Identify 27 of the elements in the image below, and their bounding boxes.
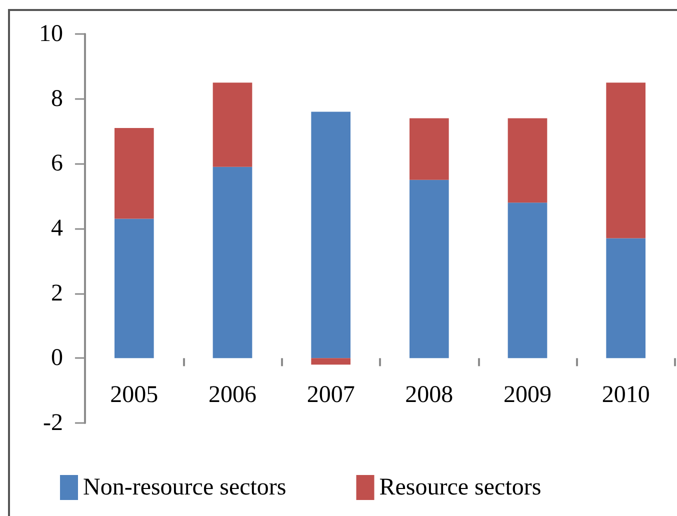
x-tick-label: 2009: [504, 382, 552, 408]
bar: [114, 128, 154, 219]
y-tick-label: 10: [39, 21, 63, 47]
x-tick-label: 2008: [405, 382, 454, 408]
bar: [508, 118, 548, 203]
x-tick-label: 2010: [602, 382, 650, 408]
bar: [410, 118, 449, 180]
bar: [606, 82, 646, 238]
x-tick-label: 2006: [208, 382, 256, 408]
y-tick-label: 0: [51, 345, 63, 372]
y-tick-label: 4: [51, 216, 63, 242]
bar: [311, 358, 350, 365]
x-tick-label: 2005: [110, 382, 158, 408]
x-tick-label: 2007: [306, 382, 355, 408]
bar: [212, 82, 252, 167]
y-tick-label: 8: [51, 86, 63, 112]
bar: [606, 238, 646, 358]
bar: [410, 180, 449, 358]
y-tick-label: 2: [51, 280, 63, 306]
y-tick-label: 6: [51, 150, 63, 177]
legend-label: Non-resource sectors: [83, 474, 286, 500]
y-tick-label: -2: [43, 410, 63, 436]
bar: [311, 112, 350, 358]
bar: [212, 166, 252, 358]
bar: [508, 202, 548, 358]
legend-label: Resource sectors: [379, 474, 542, 500]
bar: [114, 218, 154, 358]
